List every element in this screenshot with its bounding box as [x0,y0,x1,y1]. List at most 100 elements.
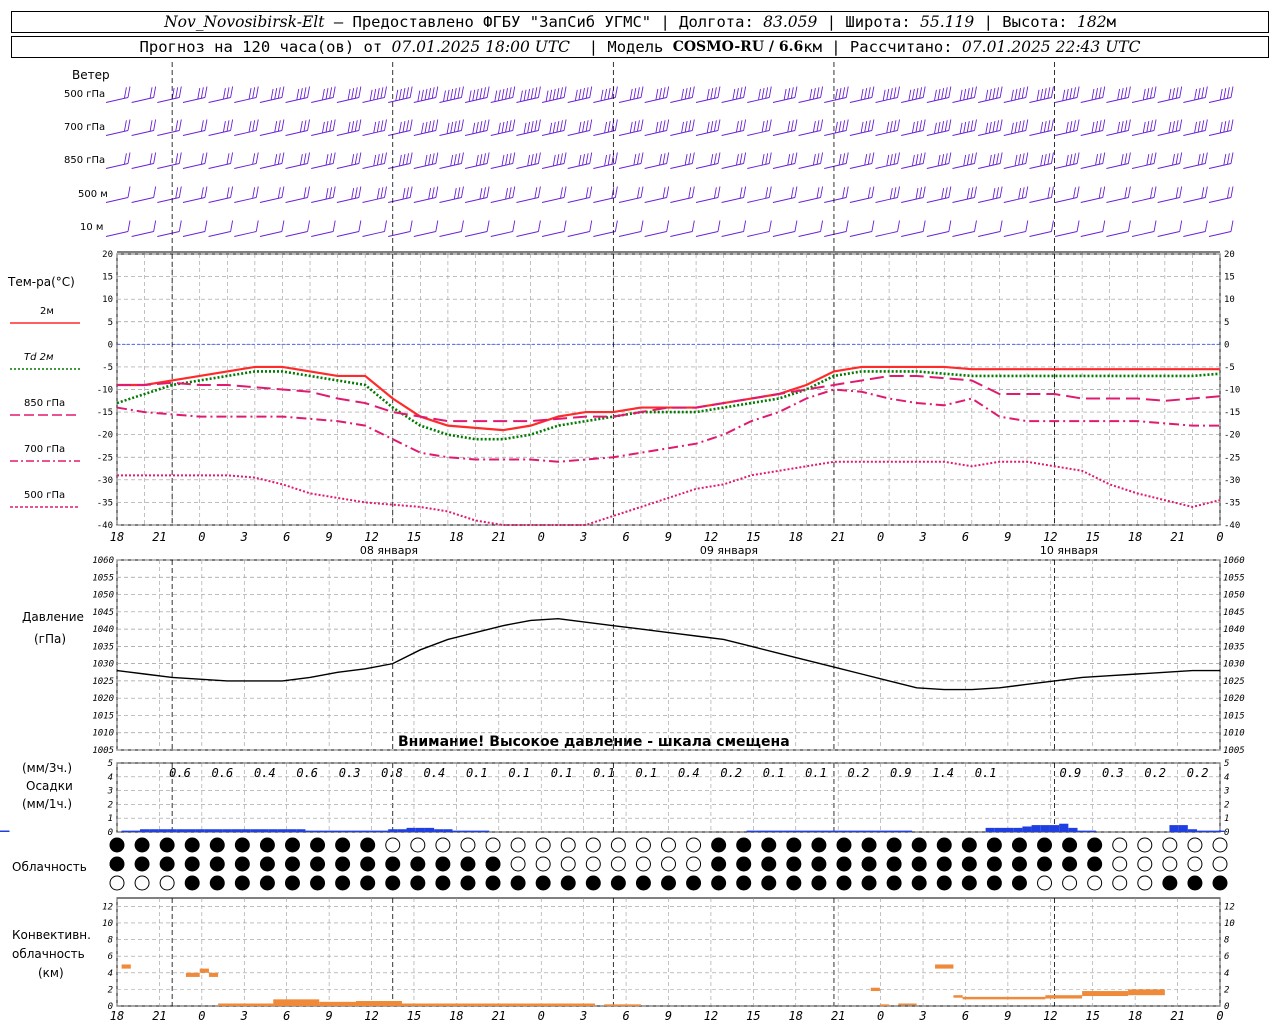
wind-barb-1-28 [824,119,849,136]
precip-bar-116 [1187,829,1198,832]
wind-barb-4-15 [490,220,516,237]
hour-label-bottom-15: 15 [746,1009,760,1023]
wind-barb-2-30 [875,152,900,169]
wind-barb-2-17 [541,152,567,169]
temp-ytick-right-3: 5 [1224,318,1229,328]
cloud-0-2 [159,837,175,853]
pressure-title: Давление [22,610,84,624]
cloud-0-39 [1087,837,1103,853]
wind-barb-3-25 [747,186,772,203]
wind-barb-2-15 [490,152,516,169]
cloud-2-22 [661,875,676,891]
cloud-2-13 [435,875,451,891]
wind-barb-2-40 [1131,152,1157,169]
temp-ytick-left-10: -30 [97,476,113,486]
wind-barb-4-30 [875,220,900,237]
cloud-1-17 [535,856,551,872]
wind-barb-1-1 [131,119,157,136]
date-label-1: 09 января [700,544,758,557]
precip-bar-71 [774,830,784,832]
precip-bar-12 [231,829,242,832]
wind-barb-1-9 [336,119,362,136]
wind-barb-1-32 [926,119,952,136]
temp-ytick-right-6: -10 [1224,386,1240,396]
wind-barb-1-40 [1131,119,1157,136]
pressure-ytick-right-10: 1010 [1223,729,1245,739]
cloud-1-35 [986,856,1002,872]
precip-bar-5 [167,829,177,832]
precip-bar-80 [856,830,867,832]
precip-bar-22 [323,830,334,832]
pressure-ytick-left-10: 1010 [92,729,114,739]
cloud-0-7 [284,837,300,853]
precip-unit1: (мм/1ч.) [22,797,73,811]
wind-barb-3-19 [593,186,618,203]
wind-barb-0-14 [465,86,490,103]
wind-barb-2-6 [259,152,285,169]
wind-barb-3-31 [901,186,926,203]
wind-barb-4-18 [567,220,593,237]
cloud-2-25 [736,875,752,891]
precip-bar-118 [1206,830,1216,832]
precip-bar-3 [149,829,159,832]
pressure-ytick-left-9: 1015 [92,711,114,721]
cloud-0-6 [259,837,275,853]
precip-ytick-left-0: 5 [108,759,113,769]
conv-bar-10 [604,1004,641,1006]
hour-label-bottom-12: 6 [622,1009,629,1023]
conv-bar-5 [273,999,320,1006]
wind-barb-4-31 [901,220,926,237]
temp-ytick-left-9: -25 [97,453,113,463]
cloud-1-10 [360,856,376,872]
cloud-0-22 [661,837,676,853]
wind-barb-0-37 [1054,86,1080,103]
legend-850: 850 гПа [24,398,66,409]
hour-label-bottom-25: 21 [1170,1009,1184,1023]
pressure-ytick-left-8: 1020 [92,694,114,704]
pressure-ytick-right-2: 1050 [1223,591,1245,601]
pressure-ytick-left-2: 1050 [92,591,114,601]
wind-barb-0-20 [618,86,644,103]
wind-barb-2-21 [644,152,670,169]
cloud-2-41 [1137,875,1153,891]
cloud-2-12 [410,875,426,891]
conv-bar-9 [475,1003,595,1006]
precip-sum-8: 0.1 [508,766,530,780]
wind-barb-4-25 [747,220,772,237]
wind-barb-0-30 [875,86,900,103]
wind-barb-3-4 [208,186,234,203]
cloud-1-32 [911,856,927,872]
wind-barb-4-32 [926,220,952,237]
pressure-ytick-left-5: 1035 [92,642,114,652]
precip-bar-0 [121,830,131,832]
wind-barb-4-11 [388,220,413,237]
wind-barb-1-30 [875,119,900,136]
wind-barb-4-1 [131,220,157,237]
cloud-0-19 [585,837,601,853]
precip-bar-105 [1086,830,1096,832]
wind-barb-1-5 [234,119,259,136]
wind-barb-3-9 [336,186,362,203]
wind-barb-4-20 [618,220,644,237]
wind-barb-3-14 [465,186,490,203]
precip-bar-97 [1013,827,1023,832]
wind-barb-4-5 [234,220,259,237]
precip-ytick-right-2: 3 [1223,787,1229,797]
hour-label-top-3: 3 [240,530,248,544]
precip-bar-14 [250,829,260,832]
lon-value: 83.059 [763,13,818,31]
hour-label-top-10: 0 [538,530,545,544]
wind-barb-3-5 [234,186,259,203]
wind-barb-2-10 [362,152,387,169]
cloud-0-40 [1112,837,1128,853]
precip-bar-32 [415,827,425,832]
cloud-2-27 [786,875,802,891]
wind-barb-3-10 [362,186,387,203]
wind-barb-1-2 [157,119,182,136]
wind-barb-1-39 [1106,119,1131,136]
hour-label-top-4: 6 [283,530,290,544]
wind-barb-0-12 [413,86,439,103]
conv-bar-3 [208,972,219,977]
wind-barb-2-5 [234,152,259,169]
wind-barb-0-18 [567,86,593,103]
